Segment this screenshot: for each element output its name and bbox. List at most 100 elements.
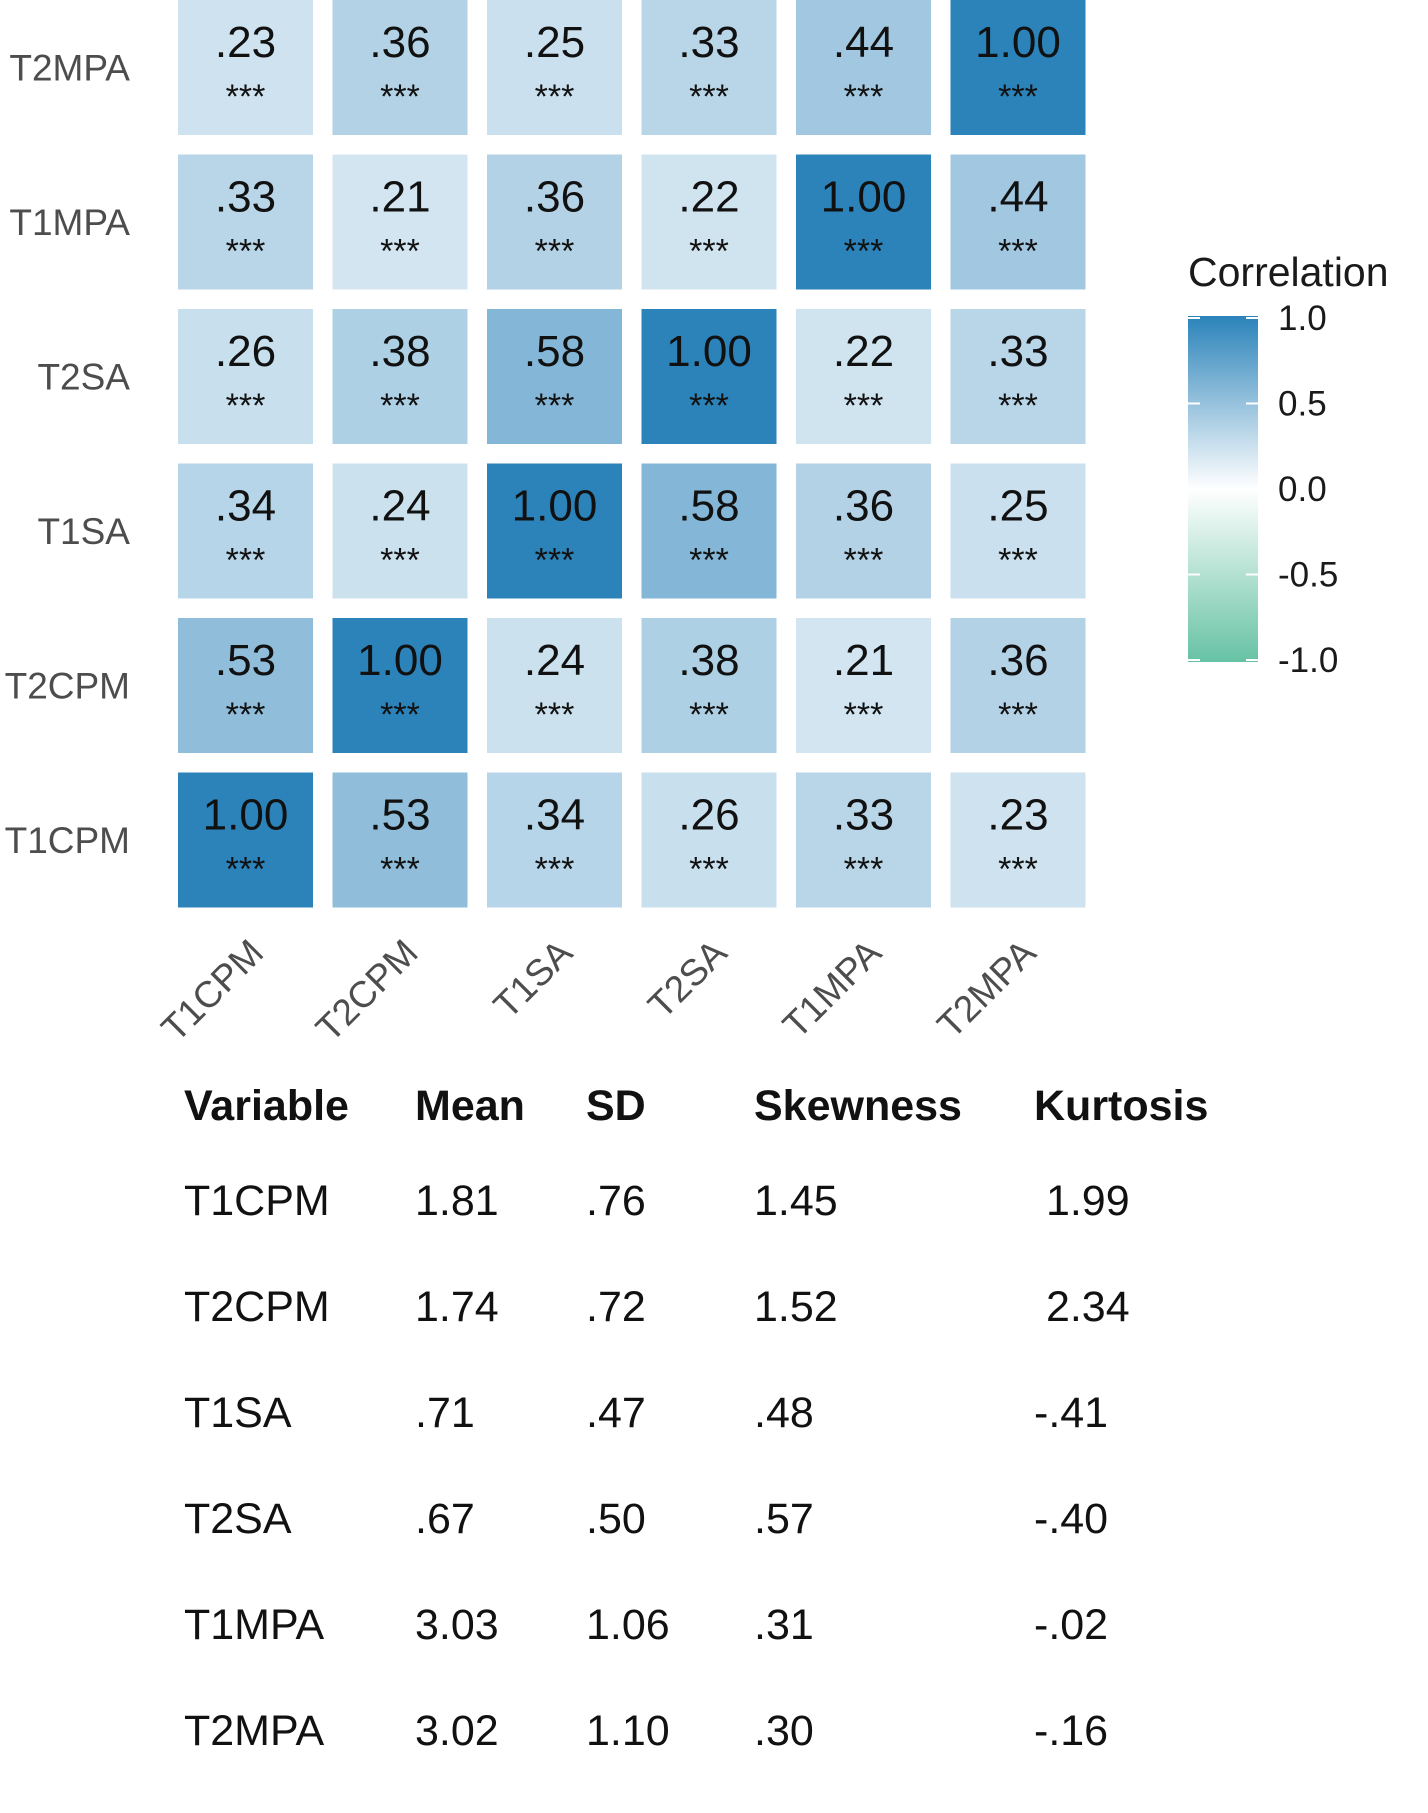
cell-tile	[796, 309, 931, 444]
cell-skewness: .48	[754, 1389, 814, 1437]
cell-significance-label: ***	[998, 78, 1038, 116]
cell-sd: .76	[586, 1177, 646, 1225]
cell-significance-label: ***	[689, 78, 729, 116]
cell-significance-label: ***	[226, 542, 266, 580]
x-tick-label: T1SA	[486, 931, 581, 1026]
cell-value-label: .53	[369, 791, 430, 840]
heatmap-cell: .21 ***	[332, 154, 468, 290]
cell-tile	[487, 618, 622, 753]
cell-tile	[178, 463, 313, 599]
cell-skewness: .31	[754, 1601, 814, 1649]
cell-significance-label: ***	[226, 851, 266, 889]
cell-significance-label: ***	[380, 78, 420, 116]
heatmap-cell: .33 ***	[796, 772, 931, 908]
cell-significance-label: ***	[844, 387, 884, 425]
cell-mean: .67	[415, 1495, 475, 1543]
cell-significance-label: ***	[844, 542, 884, 580]
cell-tile	[178, 772, 313, 908]
cell-mean: 3.03	[415, 1601, 499, 1649]
heatmap-cell: .38 ***	[332, 309, 468, 444]
cell-mean: .71	[415, 1389, 475, 1437]
legend-title: Correlation	[1188, 249, 1389, 295]
cell-tile	[950, 618, 1086, 753]
cell-kurtosis: -.41	[1034, 1389, 1109, 1437]
heatmap-cell: .23 ***	[950, 772, 1086, 908]
cell-value-label: .23	[987, 791, 1048, 840]
cell-tile	[796, 463, 931, 599]
cell-significance-label: ***	[689, 542, 729, 580]
cell-sd: .47	[586, 1389, 646, 1437]
cell-significance-label: ***	[380, 233, 420, 271]
heatmap-cell: .58 ***	[641, 463, 777, 599]
stats-header-row: Variable Mean SD Skewness Kurtosis	[184, 1082, 1294, 1177]
cell-tile	[641, 154, 777, 290]
cell-tile	[332, 772, 468, 908]
x-tick-label: T1MPA	[775, 931, 890, 1046]
x-tick-label: T2MPA	[929, 931, 1044, 1046]
cell-value-label: .25	[987, 482, 1048, 531]
cell-skewness: 1.52	[754, 1283, 838, 1331]
cell-significance-label: ***	[226, 696, 266, 734]
cell-value-label: .26	[678, 791, 739, 840]
cell-value-label: .23	[215, 18, 276, 67]
heatmap-cell: .33 ***	[641, 0, 777, 135]
cell-sd: 1.06	[586, 1601, 670, 1649]
cell-significance-label: ***	[689, 387, 729, 425]
cell-tile	[332, 618, 468, 753]
cell-value-label: .44	[833, 18, 894, 67]
cell-significance-label: ***	[226, 233, 266, 271]
heatmap-cell: .44 ***	[796, 0, 931, 135]
heatmap-cell: .26 ***	[641, 772, 777, 908]
cell-tile	[332, 463, 468, 599]
cell-value-label: 1.00	[821, 173, 907, 222]
cell-value-label: 1.00	[203, 791, 289, 840]
heatmap-cell: .25 ***	[487, 0, 622, 135]
heatmap-cell: .34 ***	[178, 463, 313, 599]
heatmap-cell: .33 ***	[950, 309, 1086, 444]
cell-mean: 3.02	[415, 1707, 499, 1755]
header-sd: SD	[586, 1082, 646, 1130]
cell-value-label: 1.00	[357, 636, 443, 685]
heatmap-cell: 1.00 ***	[178, 772, 313, 908]
cell-value-label: .44	[987, 173, 1048, 222]
heatmap-cell: .25 ***	[950, 463, 1086, 599]
cell-variable: T2CPM	[184, 1283, 330, 1331]
cell-significance-label: ***	[226, 78, 266, 116]
cell-significance-label: ***	[535, 542, 575, 580]
cell-significance-label: ***	[380, 542, 420, 580]
cell-variable: T1CPM	[184, 1177, 330, 1225]
legend-tick-label: 0.5	[1278, 385, 1327, 424]
cell-variable: T1SA	[184, 1389, 292, 1437]
cell-tile	[796, 154, 931, 290]
heatmap-cell: .36 ***	[950, 618, 1086, 753]
y-tick-label: T1SA	[37, 511, 130, 552]
stats-row: T1MPA 3.03 1.06 .31 -.02	[184, 1601, 1294, 1707]
heatmap-cell: .22 ***	[796, 309, 931, 444]
cell-significance-label: ***	[998, 233, 1038, 271]
cell-skewness: .57	[754, 1495, 814, 1543]
y-tick-label: T2MPA	[9, 48, 130, 89]
cell-kurtosis: -.40	[1034, 1495, 1109, 1543]
y-tick-label: T1CPM	[5, 820, 130, 861]
cell-tile	[641, 309, 777, 444]
cell-tile	[487, 154, 622, 290]
cell-value-label: .34	[215, 482, 276, 531]
cell-value-label: .38	[369, 327, 430, 376]
cell-significance-label: ***	[844, 851, 884, 889]
cell-value-label: .58	[524, 327, 585, 376]
stats-row: T2CPM 1.74 .72 1.52 2.34	[184, 1283, 1294, 1389]
y-tick-label: T1MPA	[9, 202, 130, 243]
cell-tile	[796, 0, 931, 135]
cell-value-label: 1.00	[512, 482, 598, 531]
stats-row: T2SA .67 .50 .57 -.40	[184, 1495, 1294, 1601]
heatmap-cell: .24 ***	[487, 618, 622, 753]
cell-value-label: .36	[833, 482, 894, 531]
x-tick-label: T2CPM	[308, 932, 426, 1050]
cell-tile	[332, 309, 468, 444]
cell-tile	[487, 772, 622, 908]
cell-value-label: .34	[524, 791, 585, 840]
heatmap-cell: .23 ***	[178, 0, 313, 135]
cell-skewness: 1.45	[754, 1177, 838, 1225]
cell-mean: 1.74	[415, 1283, 499, 1331]
cell-tile	[178, 154, 313, 290]
